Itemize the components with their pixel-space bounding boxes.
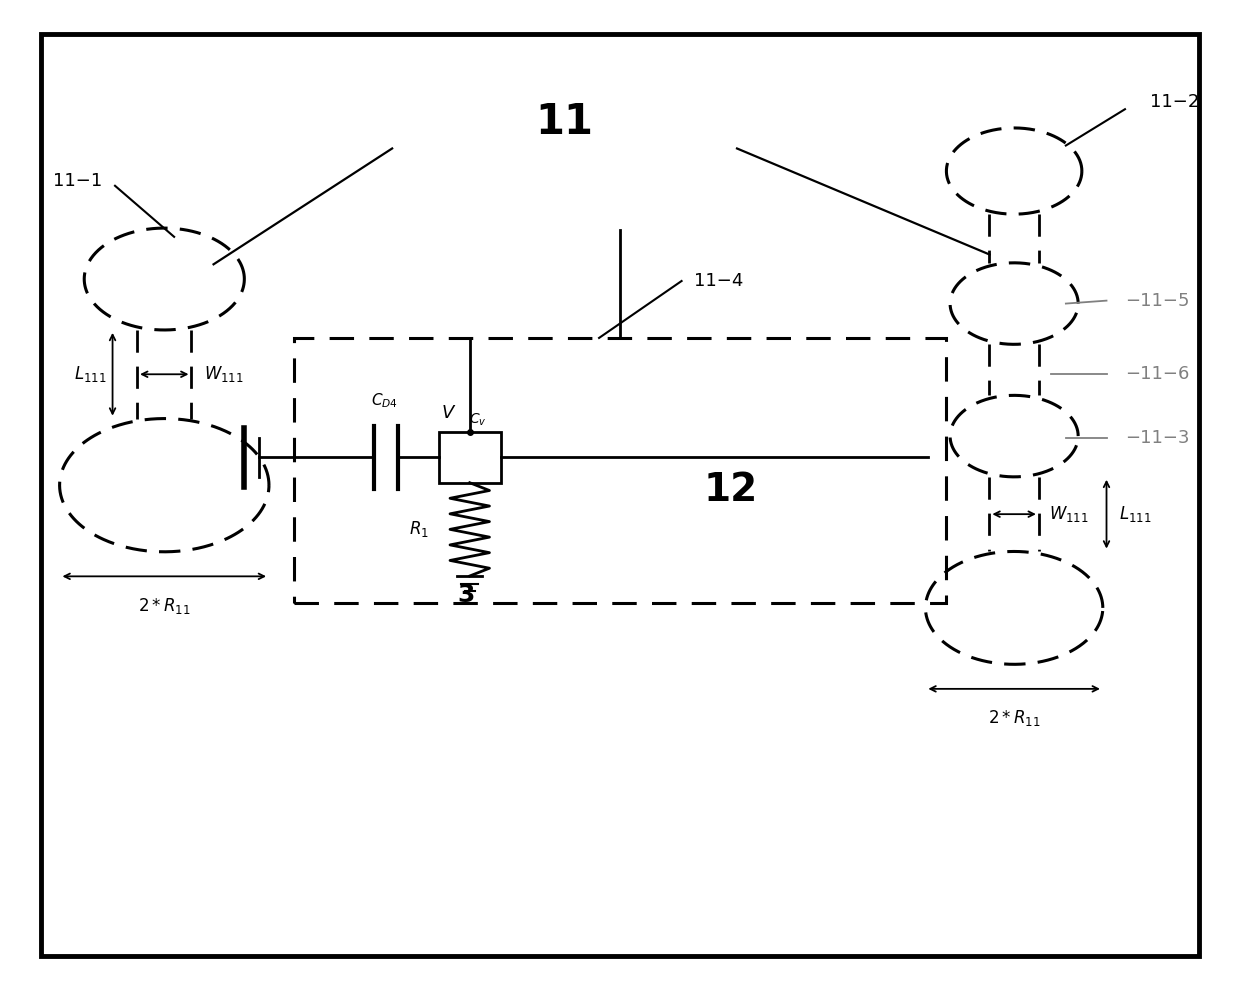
Text: −11−6: −11−6 bbox=[1125, 365, 1189, 383]
Text: $C_v$: $C_v$ bbox=[469, 412, 486, 428]
Text: $L_{111}$: $L_{111}$ bbox=[1118, 504, 1151, 524]
Text: $2*R_{11}$: $2*R_{11}$ bbox=[138, 596, 191, 616]
Text: $R_1$: $R_1$ bbox=[409, 520, 429, 540]
Text: 11−1: 11−1 bbox=[53, 172, 103, 190]
Text: 11: 11 bbox=[536, 101, 594, 143]
FancyBboxPatch shape bbox=[439, 432, 501, 483]
Text: $2*R_{11}$: $2*R_{11}$ bbox=[988, 708, 1040, 729]
Text: $W_{111}$: $W_{111}$ bbox=[203, 364, 243, 384]
Text: 11−2: 11−2 bbox=[1149, 93, 1199, 111]
Text: 3: 3 bbox=[458, 583, 475, 607]
Text: 12: 12 bbox=[704, 471, 758, 509]
Text: $W_{111}$: $W_{111}$ bbox=[1049, 504, 1089, 524]
Text: −11−3: −11−3 bbox=[1125, 429, 1189, 447]
Text: $C_{D4}$: $C_{D4}$ bbox=[371, 391, 398, 410]
Text: 11−4: 11−4 bbox=[694, 272, 743, 290]
Text: $V$: $V$ bbox=[441, 404, 456, 422]
Text: −11−5: −11−5 bbox=[1125, 292, 1189, 310]
Text: $L_{111}$: $L_{111}$ bbox=[74, 364, 107, 384]
